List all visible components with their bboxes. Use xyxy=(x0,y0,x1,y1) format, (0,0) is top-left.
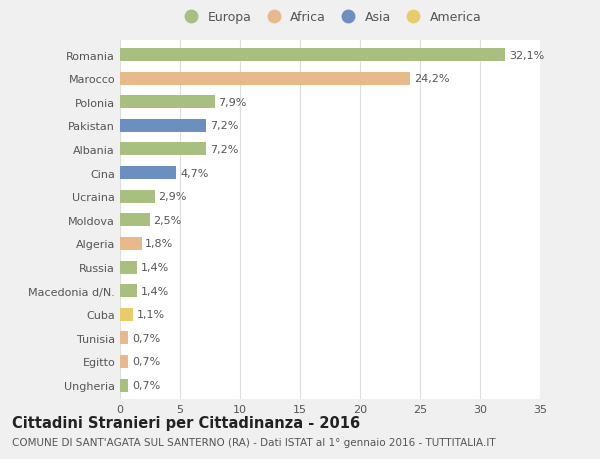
Text: 4,7%: 4,7% xyxy=(180,168,208,178)
Bar xyxy=(120,49,505,62)
Text: 2,9%: 2,9% xyxy=(158,192,187,202)
Text: 0,7%: 0,7% xyxy=(132,333,160,343)
Bar xyxy=(120,331,128,345)
Text: 0,7%: 0,7% xyxy=(132,380,160,390)
Bar xyxy=(120,261,137,274)
Text: 7,2%: 7,2% xyxy=(210,145,238,155)
Text: COMUNE DI SANT'AGATA SUL SANTERNO (RA) - Dati ISTAT al 1° gennaio 2016 - TUTTITA: COMUNE DI SANT'AGATA SUL SANTERNO (RA) -… xyxy=(12,437,496,447)
Bar xyxy=(120,190,155,203)
Text: 2,5%: 2,5% xyxy=(154,215,182,225)
Bar xyxy=(120,379,128,392)
Bar xyxy=(120,285,137,297)
Bar xyxy=(120,214,150,227)
Bar xyxy=(120,308,133,321)
Text: 0,7%: 0,7% xyxy=(132,357,160,367)
Legend: Europa, Africa, Asia, America: Europa, Africa, Asia, America xyxy=(173,6,487,29)
Bar xyxy=(120,355,128,368)
Text: 7,9%: 7,9% xyxy=(218,98,247,107)
Text: 7,2%: 7,2% xyxy=(210,121,238,131)
Text: 1,4%: 1,4% xyxy=(140,286,169,296)
Text: 1,1%: 1,1% xyxy=(137,309,165,319)
Bar xyxy=(120,73,410,85)
Bar xyxy=(120,96,215,109)
Bar xyxy=(120,120,206,133)
Bar xyxy=(120,167,176,179)
Text: 1,4%: 1,4% xyxy=(140,263,169,273)
Bar xyxy=(120,143,206,156)
Text: 32,1%: 32,1% xyxy=(509,50,544,61)
Bar xyxy=(120,237,142,250)
Text: 1,8%: 1,8% xyxy=(145,239,173,249)
Text: Cittadini Stranieri per Cittadinanza - 2016: Cittadini Stranieri per Cittadinanza - 2… xyxy=(12,415,360,431)
Text: 24,2%: 24,2% xyxy=(414,74,449,84)
